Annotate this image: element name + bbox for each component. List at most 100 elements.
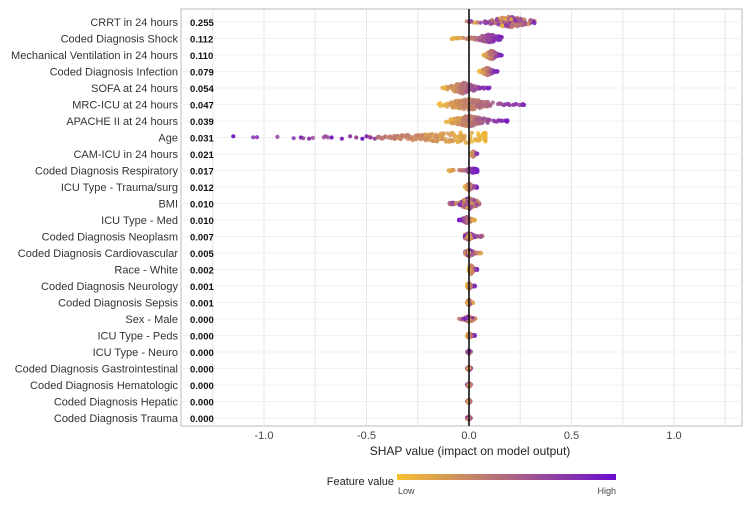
shap-point: [423, 138, 428, 143]
feature-row-points: [464, 14, 537, 30]
feature-name-label: ICU Type - Neuro: [93, 347, 178, 359]
shap-point: [254, 135, 260, 140]
shap-point: [298, 135, 303, 140]
shap-point: [470, 123, 475, 128]
shap-point: [462, 98, 467, 103]
shap-point: [449, 120, 454, 126]
feature-mean-shap-label: 0.001: [190, 282, 214, 293]
shap-point: [470, 150, 475, 155]
shap-point: [526, 22, 531, 27]
shap-point: [487, 37, 493, 42]
shap-point: [477, 35, 483, 40]
feature-mean-shap-label: 0.000: [190, 365, 214, 376]
feature-mean-shap-label: 0.001: [190, 299, 214, 310]
shap-point: [452, 133, 457, 138]
shap-point: [499, 102, 504, 107]
shap-point: [447, 168, 452, 173]
shap-point: [490, 52, 495, 57]
shap-point: [323, 134, 328, 139]
shap-point: [460, 168, 465, 173]
shap-point: [409, 135, 414, 140]
shap-point: [368, 135, 373, 140]
feature-name-label: Coded Diagnosis Trauma: [54, 413, 179, 425]
x-tick-label: 0.5: [564, 430, 579, 442]
feature-mean-shap-label: 0.005: [190, 249, 214, 260]
shap-point: [307, 136, 312, 141]
shap-point: [275, 134, 280, 139]
shap-point: [489, 19, 494, 24]
feature-name-label: APACHE II at 24 hours: [66, 116, 178, 128]
shap-point: [452, 117, 457, 122]
feature-name-label: ICU Type - Peds: [98, 331, 179, 343]
shap-point: [329, 135, 334, 140]
feature-name-label: MRC-ICU at 24 hours: [72, 100, 178, 112]
shap-point: [482, 19, 487, 24]
feature-mean-shap-label: 0.039: [190, 117, 214, 128]
feature-mean-shap-label: 0.000: [190, 348, 214, 359]
feature-mean-shap-label: 0.000: [190, 414, 214, 425]
shap-point: [470, 197, 476, 202]
feature-row-points: [449, 32, 504, 45]
shap-point: [471, 252, 476, 257]
feature-mean-shap-label: 0.010: [190, 216, 214, 227]
feature-mean-shap-label: 0.110: [190, 51, 213, 62]
shap-point: [528, 18, 533, 23]
shap-point: [487, 103, 492, 108]
shap-point: [490, 100, 495, 105]
shap-point: [441, 85, 446, 90]
feature-name-label: Coded Diagnosis Gastrointestinal: [15, 364, 178, 376]
feature-mean-shap-label: 0.017: [190, 167, 214, 178]
shap-point: [485, 99, 491, 105]
shap-point: [494, 20, 499, 25]
feature-row-points: [251, 130, 488, 145]
shap-point: [449, 201, 454, 206]
shap-point: [480, 233, 485, 238]
shap-point: [434, 134, 439, 140]
shap-point: [483, 135, 488, 140]
feature-row-points: [466, 263, 480, 276]
shap-point: [396, 136, 401, 141]
shap-point: [481, 38, 486, 43]
shap-point: [469, 130, 474, 135]
shap-point: [460, 123, 465, 128]
feature-name-label: Age: [158, 133, 178, 145]
shap-point: [470, 170, 475, 175]
shap-point: [495, 102, 501, 107]
feature-name-label: Race - White: [114, 265, 178, 277]
feature-mean-shap-label: 0.000: [190, 315, 214, 326]
feature-name-label: Coded Diagnosis Neoplasm: [42, 232, 178, 244]
feature-name-label: Coded Diagnosis Infection: [50, 67, 178, 79]
feature-name-label: CRRT in 24 hours: [90, 17, 178, 29]
shap-point: [482, 86, 487, 91]
shap-point: [483, 131, 488, 137]
shap-point: [462, 133, 467, 139]
shap-point: [492, 69, 497, 74]
shap-point: [453, 104, 458, 109]
shap-point: [449, 83, 454, 88]
feature-mean-shap-label: 0.007: [190, 233, 214, 244]
shap-point: [440, 136, 445, 142]
shap-point: [486, 72, 491, 77]
feature-mean-shap-label: 0.002: [190, 266, 214, 277]
shap-point: [456, 36, 461, 41]
shap-point: [506, 102, 511, 107]
shap-point: [388, 134, 393, 139]
shap-point: [419, 132, 424, 138]
feature-mean-shap-label: 0.112: [190, 35, 213, 46]
x-axis-title: SHAP value (impact on model output): [370, 444, 571, 458]
shap-point: [487, 85, 492, 90]
shap-point: [473, 84, 478, 89]
data-points-layer: [231, 14, 537, 422]
shap-point: [469, 263, 474, 269]
shap-point: [469, 35, 474, 41]
shap-point: [482, 53, 488, 58]
shap-point: [457, 133, 463, 138]
feature-name-label: Mechanical Ventilation in 24 hours: [11, 50, 178, 62]
feature-mean-shap-label: 0.000: [190, 332, 214, 343]
shap-point: [478, 20, 483, 25]
shap-point: [251, 135, 256, 140]
feature-mean-shap-label: 0.031: [190, 134, 214, 145]
shap-point: [380, 135, 385, 141]
shap-point: [461, 35, 466, 41]
feature-name-label: ICU Type - Trauma/surg: [61, 182, 178, 194]
